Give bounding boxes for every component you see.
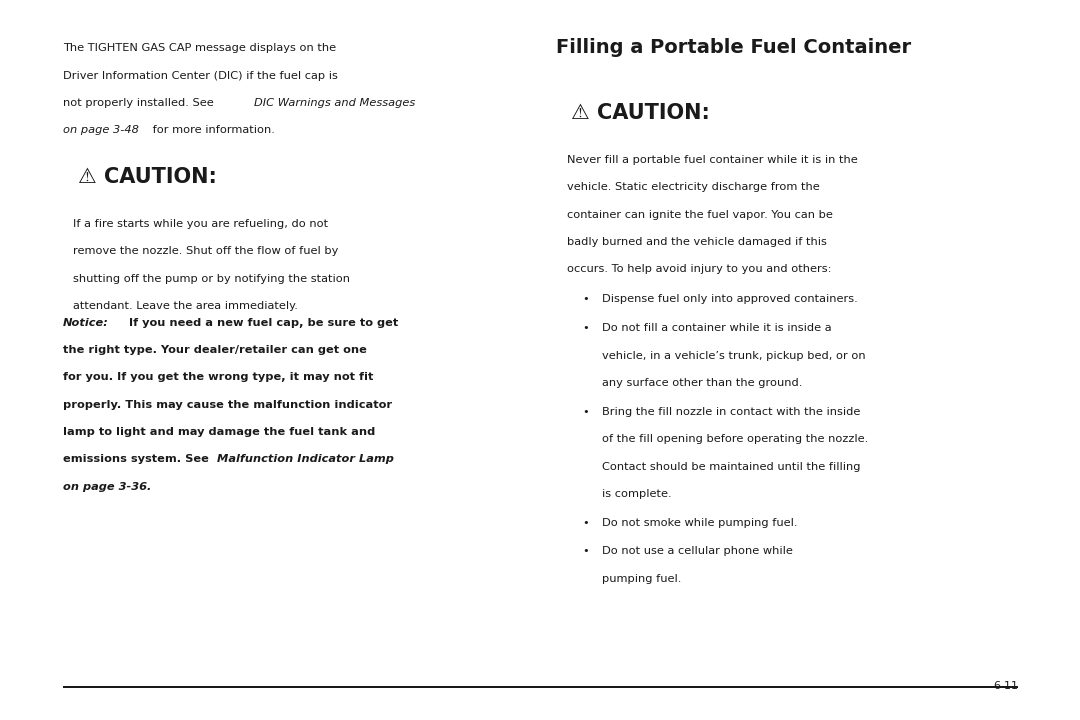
Text: Do not use a cellular phone while: Do not use a cellular phone while [602, 546, 793, 557]
Text: The TIGHTEN GAS CAP message displays on the: The TIGHTEN GAS CAP message displays on … [63, 43, 336, 53]
Text: •: • [582, 294, 589, 305]
Text: lamp to light and may damage the fuel tank and: lamp to light and may damage the fuel ta… [63, 427, 375, 437]
Text: •: • [582, 546, 589, 557]
Text: of the fill opening before operating the nozzle.: of the fill opening before operating the… [602, 434, 868, 444]
Text: Notice:: Notice: [63, 318, 108, 328]
Text: •: • [582, 518, 589, 528]
Text: DIC Warnings and Messages: DIC Warnings and Messages [254, 98, 415, 108]
Text: vehicle. Static electricity discharge from the: vehicle. Static electricity discharge fr… [567, 182, 820, 192]
Text: for you. If you get the wrong type, it may not fit: for you. If you get the wrong type, it m… [63, 372, 373, 382]
Text: Driver Information Center (DIC) if the fuel cap is: Driver Information Center (DIC) if the f… [63, 71, 338, 81]
Text: 6-11: 6-11 [994, 681, 1018, 691]
Text: Filling a Portable Fuel Container: Filling a Portable Fuel Container [556, 38, 912, 57]
Text: on page 3-36.: on page 3-36. [63, 482, 151, 492]
Text: remove the nozzle. Shut off the flow of fuel by: remove the nozzle. Shut off the flow of … [73, 246, 339, 256]
Text: attendant. Leave the area immediately.: attendant. Leave the area immediately. [73, 301, 298, 311]
Text: Never fill a portable fuel container while it is in the: Never fill a portable fuel container whi… [567, 155, 858, 165]
Text: Do not fill a container while it is inside a: Do not fill a container while it is insi… [602, 323, 832, 333]
Text: Dispense fuel only into approved containers.: Dispense fuel only into approved contain… [602, 294, 858, 305]
Text: pumping fuel.: pumping fuel. [602, 574, 680, 584]
Text: is complete.: is complete. [602, 489, 671, 499]
Text: the right type. Your dealer/retailer can get one: the right type. Your dealer/retailer can… [63, 345, 366, 355]
Text: ⚠ CAUTION:: ⚠ CAUTION: [78, 167, 217, 187]
Text: Contact should be maintained until the filling: Contact should be maintained until the f… [602, 462, 860, 472]
Text: If a fire starts while you are refueling, do not: If a fire starts while you are refueling… [73, 219, 328, 229]
Text: occurs. To help avoid injury to you and others:: occurs. To help avoid injury to you and … [567, 264, 832, 274]
Text: vehicle, in a vehicle’s trunk, pickup bed, or on: vehicle, in a vehicle’s trunk, pickup be… [602, 351, 865, 361]
Text: for more information.: for more information. [149, 125, 275, 135]
Text: badly burned and the vehicle damaged if this: badly burned and the vehicle damaged if … [567, 237, 827, 247]
Text: •: • [582, 407, 589, 417]
Text: shutting off the pump or by notifying the station: shutting off the pump or by notifying th… [73, 274, 350, 284]
Text: any surface other than the ground.: any surface other than the ground. [602, 378, 802, 388]
Text: ⚠ CAUTION:: ⚠ CAUTION: [571, 103, 711, 123]
Text: Malfunction Indicator Lamp: Malfunction Indicator Lamp [217, 454, 394, 464]
Text: Bring the fill nozzle in contact with the inside: Bring the fill nozzle in contact with th… [602, 407, 860, 417]
Text: properly. This may cause the malfunction indicator: properly. This may cause the malfunction… [63, 400, 392, 410]
Text: •: • [582, 323, 589, 333]
Text: on page 3-48: on page 3-48 [63, 125, 138, 135]
Text: not properly installed. See: not properly installed. See [63, 98, 217, 108]
Text: container can ignite the fuel vapor. You can be: container can ignite the fuel vapor. You… [567, 210, 833, 220]
Text: Do not smoke while pumping fuel.: Do not smoke while pumping fuel. [602, 518, 797, 528]
Text: If you need a new fuel cap, be sure to get: If you need a new fuel cap, be sure to g… [121, 318, 399, 328]
Text: emissions system. See: emissions system. See [63, 454, 213, 464]
